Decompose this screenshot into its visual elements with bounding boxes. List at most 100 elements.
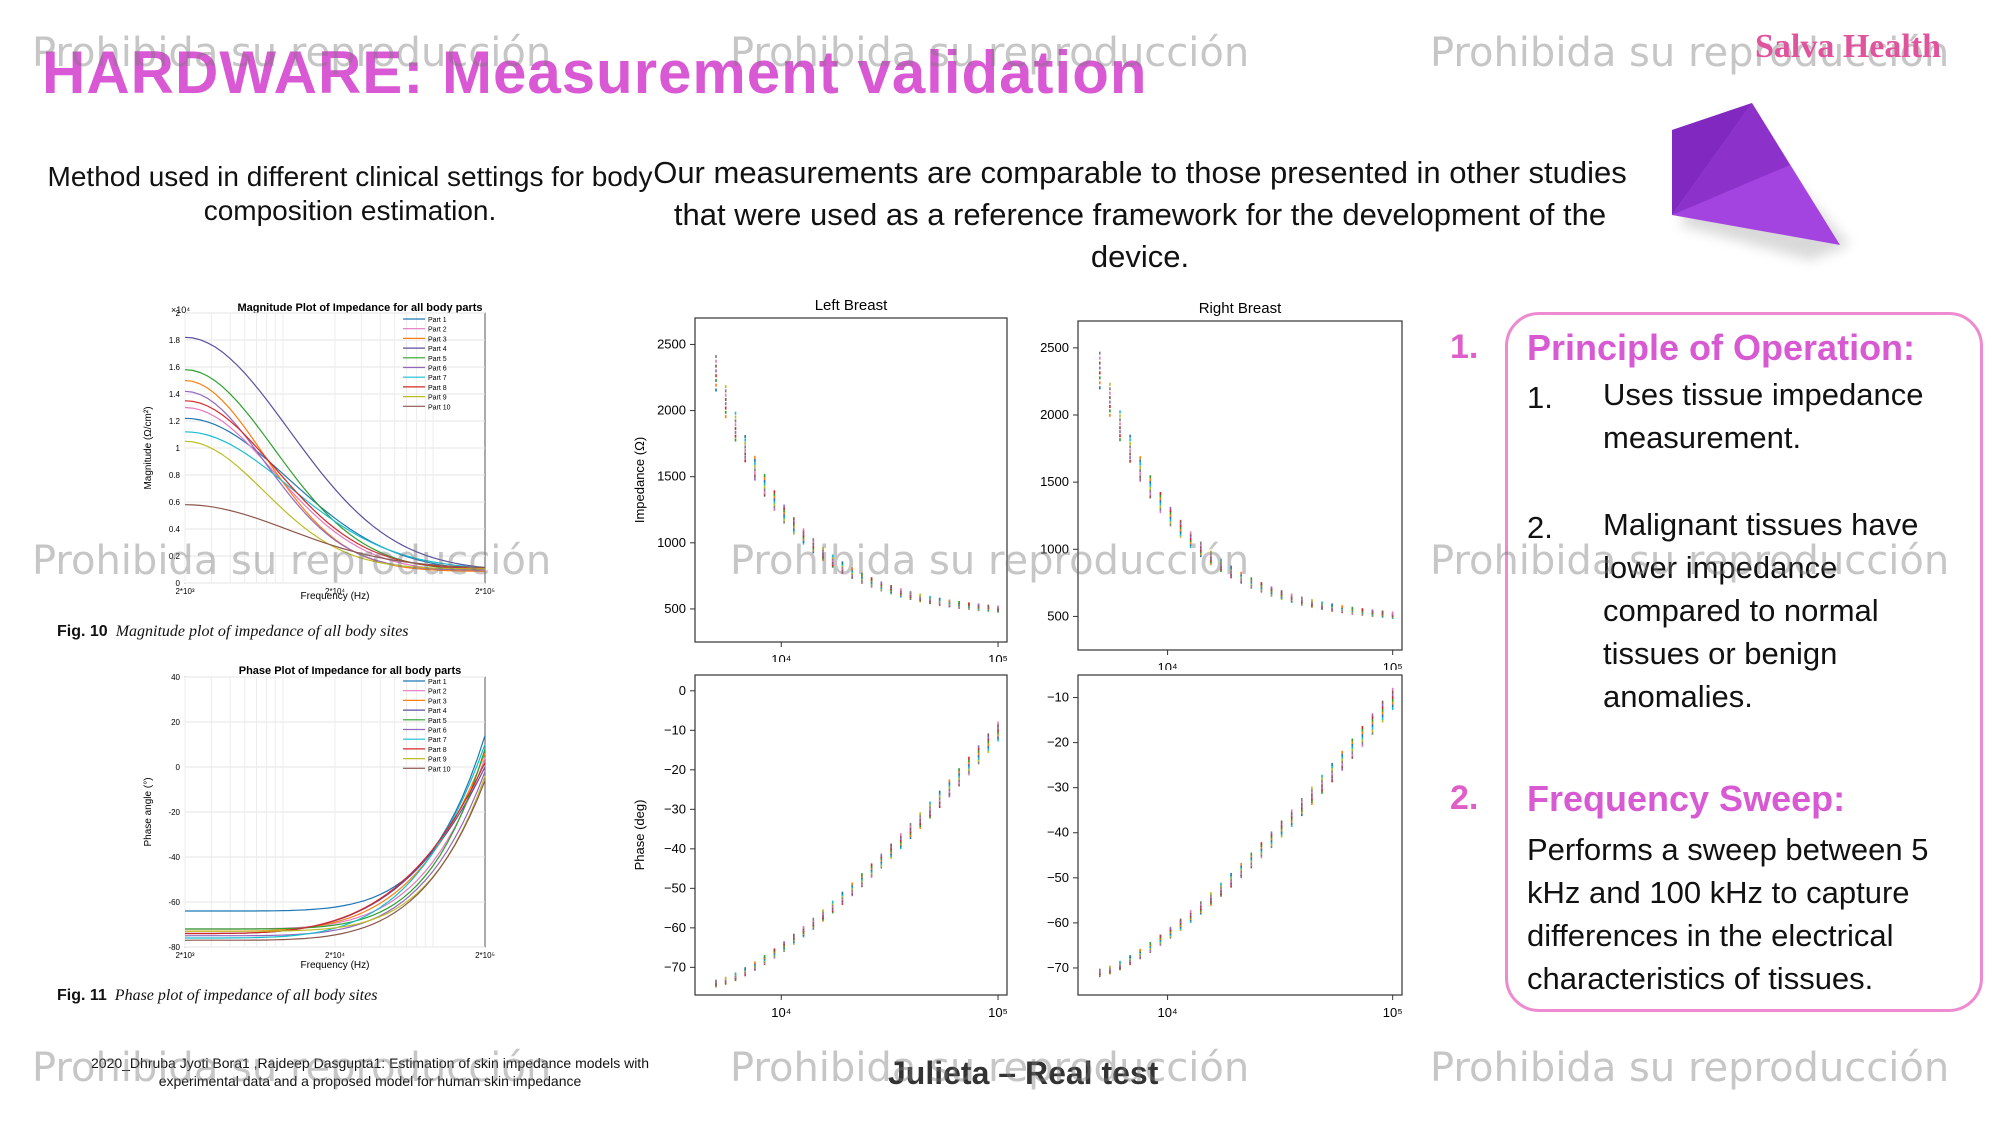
- data-point: [1280, 590, 1283, 594]
- data-point: [919, 816, 921, 820]
- data-point: [1149, 483, 1152, 487]
- data-point: [793, 525, 795, 529]
- x-tick-label: 10⁵: [1383, 1005, 1403, 1020]
- data-point: [822, 548, 824, 552]
- y-tick-label: 2000: [657, 403, 686, 418]
- data-point: [822, 550, 824, 553]
- fig10-ylabel: Magnitude (Ω/cm²): [143, 406, 154, 489]
- data-point: [997, 728, 999, 732]
- data-point: [1331, 777, 1333, 780]
- data-point: [987, 738, 990, 742]
- data-point: [870, 871, 873, 875]
- legend-label: Part 1: [428, 317, 447, 324]
- data-point: [851, 567, 853, 571]
- data-point: [793, 521, 795, 525]
- pyramid-icon: [1672, 103, 1850, 260]
- y-tick-label: 40: [171, 673, 180, 682]
- series-line: [184, 400, 486, 570]
- data-point: [948, 783, 951, 787]
- fig11-title: Phase Plot of Impedance for all body par…: [239, 665, 462, 677]
- data-point: [1240, 873, 1242, 877]
- y-tick-label: 2: [176, 309, 181, 318]
- legend-label: Part 2: [428, 327, 447, 334]
- data-point: [1220, 890, 1222, 894]
- data-point: [1129, 438, 1131, 442]
- data-point: [1149, 478, 1152, 482]
- fig11-caption: Fig. 11 Phase plot of impedance of all b…: [57, 987, 377, 1005]
- data-point: [1301, 808, 1303, 812]
- data-point: [1250, 865, 1253, 869]
- data-point: [1301, 804, 1303, 808]
- data-point: [1189, 541, 1192, 545]
- data-point: [1311, 797, 1313, 801]
- y-tick-label: −40: [1047, 825, 1069, 840]
- data-point: [783, 518, 785, 522]
- data-point: [1129, 955, 1131, 959]
- section-2-body: Performs a sweep between 5 kHz and 100 k…: [1527, 832, 1929, 996]
- data-point: [1311, 786, 1313, 790]
- y-tick-label: −70: [1047, 960, 1069, 975]
- info-box: [1505, 312, 1983, 1012]
- data-point: [929, 801, 931, 805]
- data-point: [822, 558, 824, 561]
- data-point: [1301, 806, 1303, 810]
- data-point: [1351, 738, 1354, 742]
- data-point: [1341, 750, 1343, 754]
- data-point: [880, 865, 883, 869]
- data-point: [938, 794, 941, 798]
- data-point: [929, 803, 931, 807]
- data-point: [1351, 746, 1354, 749]
- data-point: [1321, 779, 1323, 783]
- y-tick-label: -60: [168, 898, 180, 907]
- data-point: [1139, 948, 1141, 952]
- y-tick-label: 1000: [1040, 541, 1069, 556]
- data-point: [1230, 879, 1232, 883]
- data-point: [880, 860, 883, 864]
- data-point: [1351, 743, 1354, 747]
- legend-label: Part 8: [428, 385, 447, 392]
- data-point: [1139, 459, 1141, 463]
- data-point: [1129, 441, 1131, 445]
- data-point: [1270, 831, 1273, 835]
- data-point: [1301, 798, 1303, 801]
- data-point: [1260, 845, 1263, 849]
- data-point: [1351, 741, 1354, 744]
- data-point: [997, 738, 999, 742]
- fig10-title: Magnitude Plot of Impedance for all body…: [237, 302, 482, 314]
- data-point: [1250, 577, 1253, 581]
- data-point: [1230, 877, 1232, 881]
- data-point: [948, 787, 951, 791]
- data-point: [763, 955, 766, 959]
- data-point: [1230, 565, 1232, 569]
- fig10-caption-text: Magnitude plot of impedance of all body …: [115, 623, 409, 640]
- data-point: [909, 822, 912, 826]
- data-point: [1311, 790, 1313, 794]
- data-point: [1179, 532, 1182, 536]
- series-line: [184, 431, 486, 569]
- plot-frame: [1077, 320, 1403, 651]
- data-point: [1301, 596, 1303, 600]
- data-point: [1099, 381, 1101, 385]
- data-point: [1210, 898, 1212, 902]
- data-point: [851, 893, 853, 897]
- data-point: [783, 511, 785, 515]
- data-point: [1321, 777, 1323, 781]
- data-point: [1159, 934, 1162, 938]
- data-point: [763, 485, 766, 489]
- section-1-heading: Principle of Operation:: [1527, 327, 1916, 368]
- data-point: [734, 434, 737, 438]
- data-point: [1149, 495, 1152, 499]
- data-point: [1250, 856, 1253, 860]
- data-point: [948, 792, 951, 796]
- data-point: [802, 528, 805, 532]
- data-point: [1290, 821, 1293, 825]
- y-tick-label: -40: [168, 853, 180, 862]
- data-point: [783, 506, 785, 510]
- data-point: [1139, 465, 1141, 469]
- data-point: [1331, 772, 1333, 776]
- data-point: [997, 721, 999, 725]
- data-point: [1240, 875, 1242, 879]
- y-tick-label: 1.2: [169, 417, 181, 426]
- data-point: [1331, 762, 1333, 766]
- data-point: [1240, 868, 1242, 872]
